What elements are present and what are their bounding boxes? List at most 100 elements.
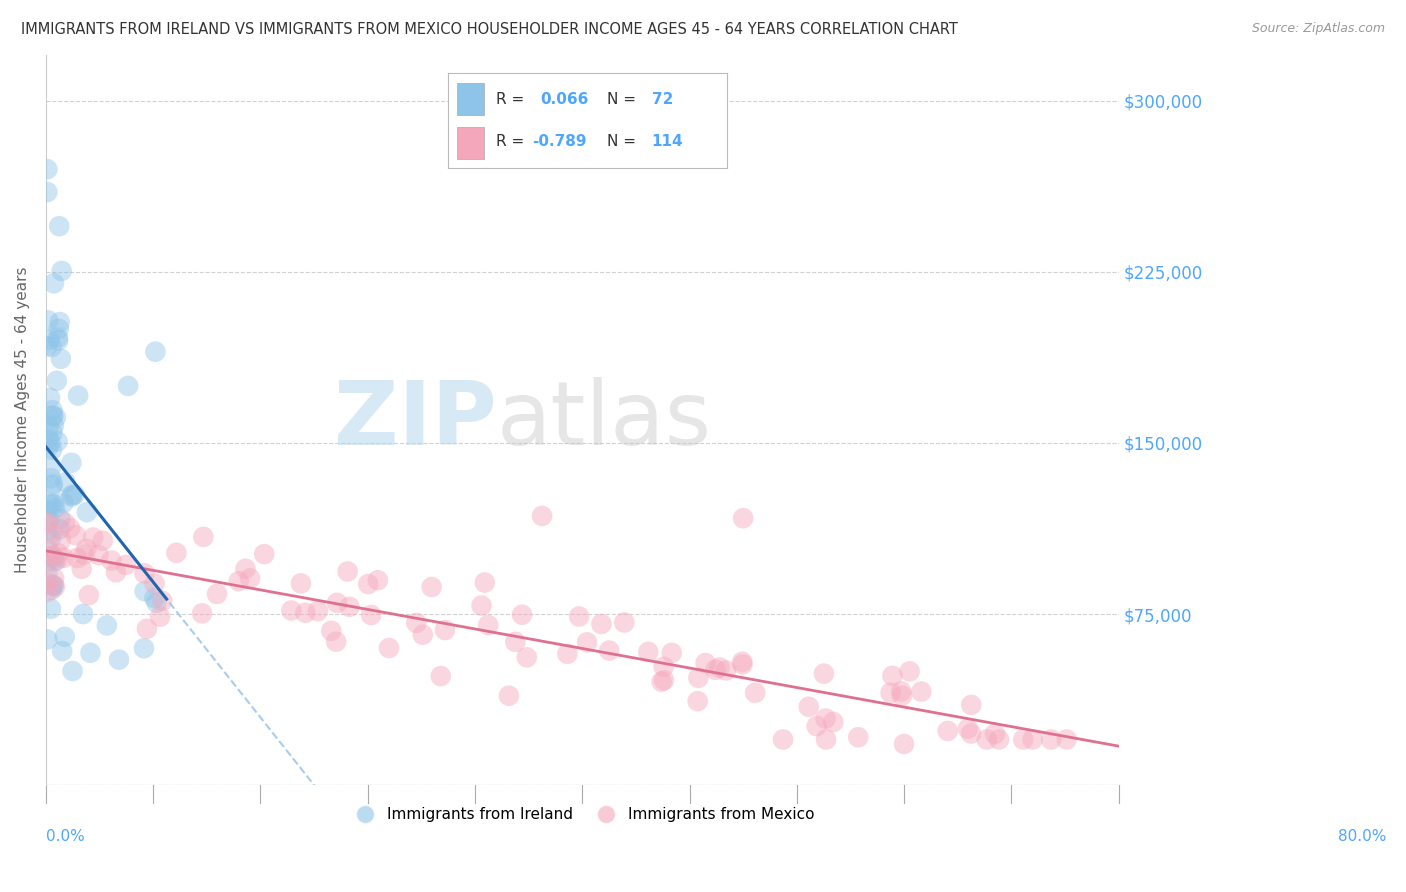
Point [39, 436, 62, 450]
Point [37, 420, 59, 434]
Point [510, 607, 533, 622]
Point [38, 432, 60, 446]
Point [60, 490, 83, 504]
Point [38, 440, 60, 454]
Point [41, 582, 63, 597]
Point [477, 618, 499, 632]
Point [976, 732, 998, 747]
Point [846, 731, 869, 745]
Point [797, 699, 820, 714]
Point [91, 533, 114, 548]
Point [531, 508, 554, 523]
Point [48, 219, 70, 234]
Point [813, 666, 835, 681]
Point [41, 425, 63, 440]
Point [42, 409, 65, 423]
Point [39, 532, 62, 546]
Point [420, 580, 443, 594]
Point [984, 727, 1007, 741]
Point [38, 544, 60, 558]
Point [115, 558, 138, 572]
Point [145, 344, 167, 359]
Point [37, 632, 59, 647]
Point [62, 664, 84, 678]
Point [165, 546, 187, 560]
Point [652, 659, 675, 673]
Point [37, 162, 59, 177]
Point [882, 669, 904, 683]
Point [910, 684, 932, 698]
Point [76, 505, 98, 519]
Text: 0.0%: 0.0% [46, 829, 84, 844]
Point [79, 646, 101, 660]
Point [598, 643, 620, 657]
Point [41, 496, 63, 510]
Point [474, 575, 496, 590]
Point [82, 531, 104, 545]
Point [733, 511, 755, 525]
Point [51, 264, 73, 278]
Point [41, 479, 63, 493]
Point [41, 403, 63, 417]
Point [1040, 732, 1063, 747]
Point [235, 562, 257, 576]
Point [191, 607, 214, 621]
Point [307, 604, 329, 618]
Point [412, 628, 434, 642]
Point [44, 501, 66, 516]
Point [134, 584, 156, 599]
Point [253, 547, 276, 561]
Point [150, 594, 173, 608]
Point [96, 618, 118, 632]
Point [661, 646, 683, 660]
Point [557, 647, 579, 661]
Point [893, 737, 915, 751]
Point [1056, 732, 1078, 747]
Point [39, 471, 62, 485]
Text: IMMIGRANTS FROM IRELAND VS IMMIGRANTS FROM MEXICO HOUSEHOLDER INCOME AGES 45 - 6: IMMIGRANTS FROM IRELAND VS IMMIGRANTS FR… [21, 22, 957, 37]
Point [70, 562, 93, 576]
Point [42, 477, 65, 491]
Point [37, 566, 59, 580]
Point [280, 603, 302, 617]
Point [37, 524, 59, 538]
Point [59, 521, 82, 535]
Point [936, 723, 959, 738]
Point [65, 528, 87, 542]
Point [429, 669, 451, 683]
Point [41, 526, 63, 541]
Point [960, 698, 983, 712]
Point [39, 391, 62, 405]
Point [505, 635, 527, 649]
Point [66, 551, 89, 566]
Point [988, 732, 1011, 747]
Point [205, 587, 228, 601]
Point [879, 686, 901, 700]
Point [136, 622, 159, 636]
Point [294, 606, 316, 620]
Point [51, 644, 73, 658]
Point [516, 650, 538, 665]
Point [898, 665, 921, 679]
Point [956, 722, 979, 736]
Point [360, 607, 382, 622]
Point [336, 565, 359, 579]
Point [38, 498, 60, 512]
Point [744, 686, 766, 700]
Point [434, 623, 457, 637]
Point [823, 714, 845, 729]
Text: atlas: atlas [496, 376, 711, 464]
Y-axis label: Householder Income Ages 45 - 64 years: Householder Income Ages 45 - 64 years [15, 267, 30, 574]
Point [45, 410, 67, 425]
Point [41, 340, 63, 354]
Point [1012, 732, 1035, 747]
Point [686, 694, 709, 708]
Point [890, 684, 912, 698]
Point [960, 726, 983, 740]
Point [228, 574, 250, 589]
Point [108, 653, 131, 667]
Point [60, 456, 83, 470]
Point [576, 635, 599, 649]
Point [87, 548, 110, 562]
Point [46, 546, 69, 560]
